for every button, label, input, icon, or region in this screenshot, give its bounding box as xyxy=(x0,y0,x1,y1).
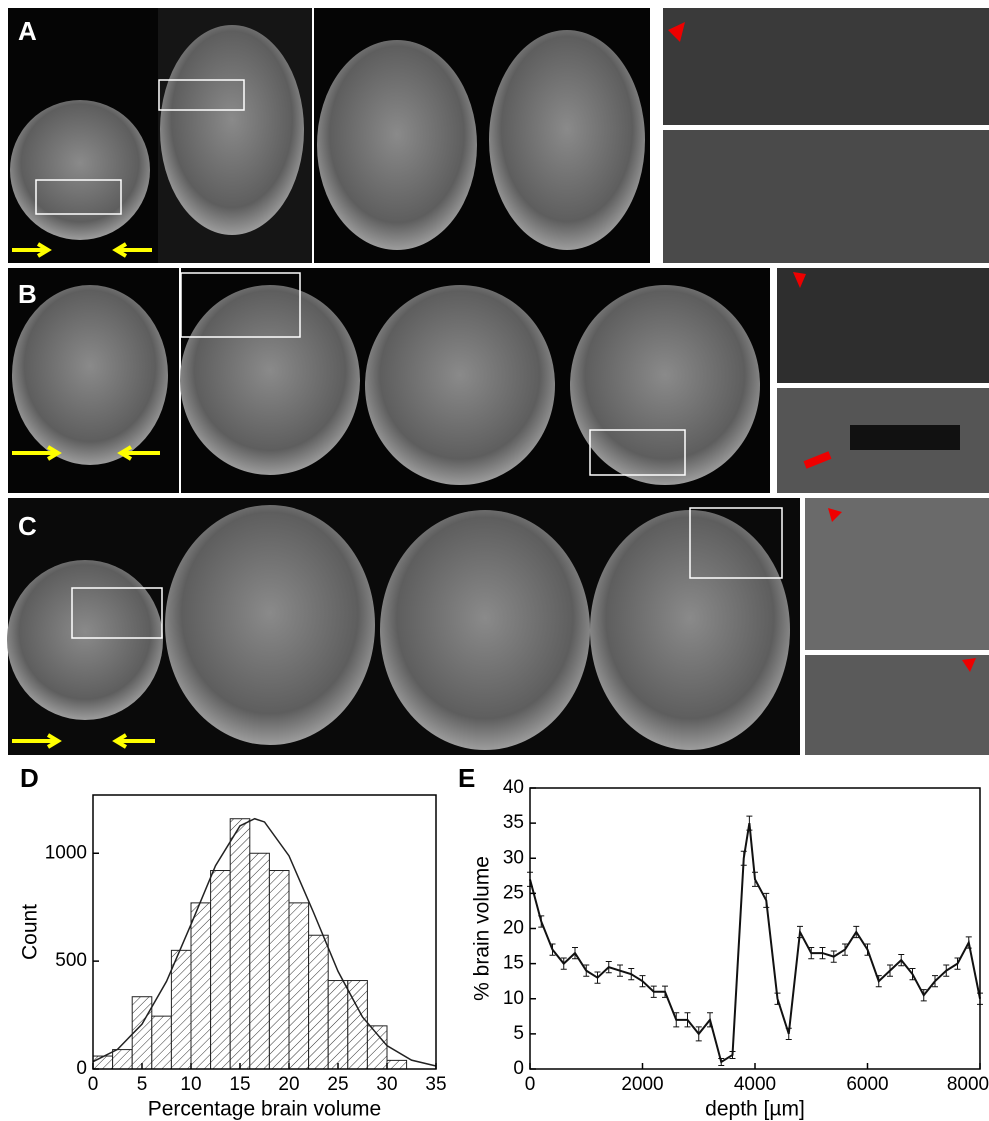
y-tick-label: 5 xyxy=(513,1023,524,1044)
bar xyxy=(308,934,329,1070)
y-tick-label: 30 xyxy=(503,847,524,868)
bar xyxy=(386,1059,408,1070)
y-axis-label: Count xyxy=(19,904,42,960)
y-tick-label: 0 xyxy=(76,1058,87,1079)
x-tick-label: 35 xyxy=(425,1074,446,1095)
fit-curve xyxy=(92,817,437,1067)
x-tick-label: 15 xyxy=(229,1074,250,1095)
x-tick-label: 5 xyxy=(137,1074,148,1095)
y-tick-label: 40 xyxy=(503,777,524,798)
bar xyxy=(92,1055,114,1070)
data-line xyxy=(529,822,981,1064)
x-axis-label: Percentage brain volume xyxy=(148,1098,381,1121)
bar xyxy=(190,902,212,1070)
x-tick-label: 4000 xyxy=(734,1074,776,1095)
x-tick-label: 8000 xyxy=(947,1074,989,1095)
panel-label: B xyxy=(18,279,37,309)
x-tick-label: 2000 xyxy=(621,1074,663,1095)
x-tick-label: 30 xyxy=(376,1074,397,1095)
bar xyxy=(151,1015,172,1070)
bar xyxy=(288,902,310,1070)
bar xyxy=(268,870,290,1070)
x-tick-label: 0 xyxy=(525,1074,536,1095)
y-tick-label: 15 xyxy=(503,953,524,974)
y-tick-label: 35 xyxy=(503,812,524,833)
bar xyxy=(366,1025,388,1070)
panel-label: D xyxy=(20,763,39,793)
bar xyxy=(112,1049,133,1070)
x-tick-label: 25 xyxy=(327,1074,348,1095)
x-tick-label: 0 xyxy=(88,1074,99,1095)
panel-a: A xyxy=(8,8,989,263)
bar xyxy=(170,949,192,1070)
bar xyxy=(210,870,231,1070)
panel-c: C xyxy=(7,498,989,755)
panel-label: A xyxy=(18,16,37,46)
y-axis-label: % brain volume xyxy=(471,856,494,1001)
plot-frame xyxy=(92,794,437,1070)
y-tick-label: 500 xyxy=(55,950,87,971)
panel-label: C xyxy=(18,511,37,541)
x-tick-label: 6000 xyxy=(846,1074,888,1095)
bar xyxy=(131,996,153,1070)
y-tick-label: 20 xyxy=(503,918,524,939)
y-tick-label: 10 xyxy=(503,988,524,1009)
panel-b: B xyxy=(8,268,989,493)
bar xyxy=(249,852,270,1070)
y-tick-label: 1000 xyxy=(45,842,87,863)
x-tick-label: 10 xyxy=(180,1074,201,1095)
bar xyxy=(327,980,349,1070)
plot-frame xyxy=(529,787,981,1070)
bar xyxy=(229,818,251,1070)
x-axis-label: depth [µm] xyxy=(705,1098,805,1121)
panel-label: E xyxy=(458,763,475,793)
y-tick-label: 0 xyxy=(513,1058,524,1079)
y-tick-label: 25 xyxy=(503,882,524,903)
x-tick-label: 20 xyxy=(278,1074,299,1095)
